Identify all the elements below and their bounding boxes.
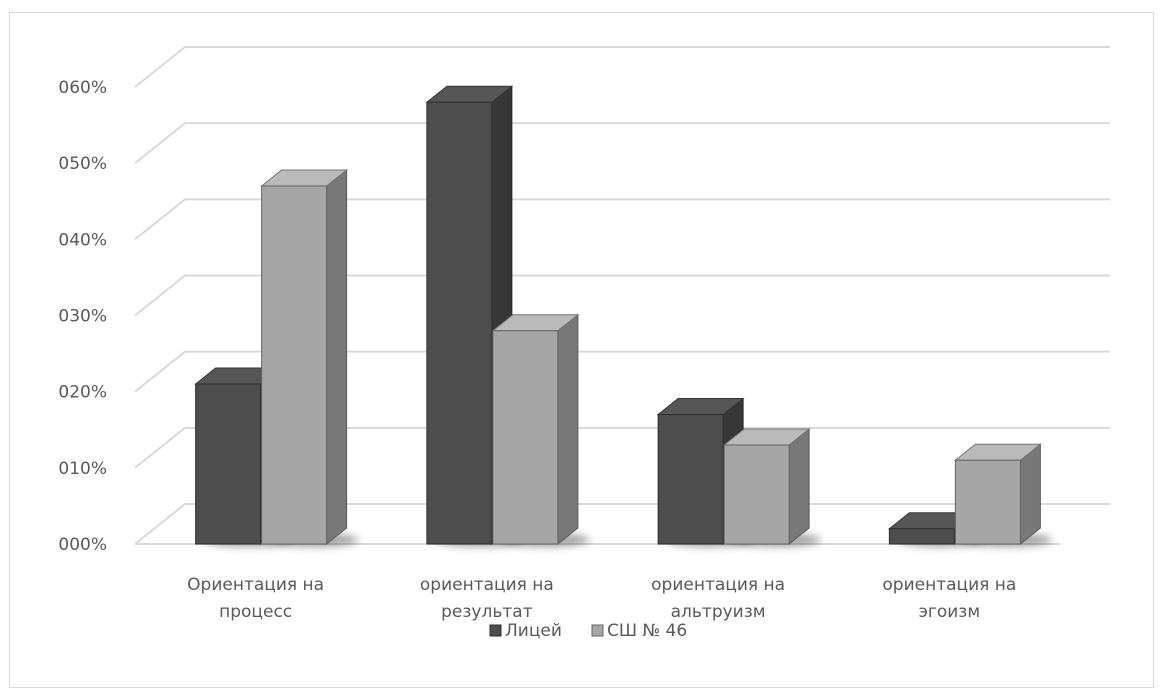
legend-swatch <box>591 624 604 637</box>
legend-item-licey: Лицей <box>489 621 562 641</box>
gridline <box>134 46 1110 88</box>
y-tick-label: 020% <box>58 383 107 403</box>
y-tick-label: 030% <box>58 307 107 327</box>
bar-side-face <box>788 427 810 546</box>
gridline <box>134 350 1110 393</box>
y-tick-label: 000% <box>58 535 107 555</box>
x-axis-category-labels: Ориентация на процесс ориентация на результ… <box>187 575 1016 622</box>
x-category-label: Ориентация на процесс <box>187 575 324 622</box>
y-tick-label: 060% <box>58 78 107 98</box>
bar-front-face <box>657 414 724 545</box>
bar-sh46-0 <box>260 168 349 546</box>
y-tick-label: 040% <box>58 230 107 250</box>
x-category-label: ориентация на альтруизм <box>651 575 785 622</box>
legend-item-sh46: СШ № 46 <box>591 621 687 641</box>
bar-chart: 000% 010% 020% 030% 040% 050% 060% Ориентация … <box>58 46 1110 641</box>
bar-side-face <box>326 168 348 546</box>
bar-front-face <box>954 459 1021 545</box>
bar-sh46-1 <box>491 313 580 546</box>
bar-front-face <box>888 528 955 545</box>
bar-front-face <box>426 101 493 545</box>
bar-front-face <box>195 383 262 545</box>
y-axis-tick-labels: 000% 010% 020% 030% 040% 050% 060% <box>58 78 107 555</box>
chart-frame: 000% 010% 020% 030% 040% 050% 060% Ориентация … <box>9 12 1154 688</box>
legend-swatch <box>489 624 502 637</box>
bar-side-face <box>557 313 579 546</box>
bar-front-face <box>492 330 559 545</box>
legend: Лицей СШ № 46 <box>489 621 687 641</box>
gridline <box>134 198 1110 241</box>
x-category-label: ориентация на результат <box>420 575 554 622</box>
bar-sh46-2 <box>722 427 811 546</box>
bar-side-face <box>1019 443 1041 546</box>
x-category-label: ориентация на эгоизм <box>882 575 1016 622</box>
gridlines <box>134 46 1110 545</box>
gridline <box>134 426 1110 469</box>
legend-label: Лицей <box>505 621 562 641</box>
bar-front-face <box>723 444 790 545</box>
gridline <box>134 274 1110 317</box>
bar-sh46-3 <box>953 443 1042 546</box>
gridline <box>134 122 1110 164</box>
bar-front-face <box>261 185 328 545</box>
bars <box>194 85 1042 546</box>
legend-label: СШ № 46 <box>607 621 687 641</box>
y-tick-label: 010% <box>58 459 107 479</box>
y-tick-label: 050% <box>58 154 107 174</box>
